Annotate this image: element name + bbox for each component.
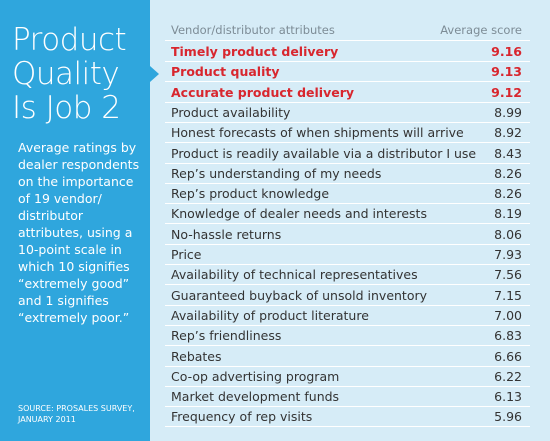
attribute: Rebates — [171, 348, 222, 364]
title-line: Quality — [12, 56, 120, 92]
source-line: SOURCE: PROSALES SURVEY, — [18, 404, 135, 413]
score: 9.12 — [491, 84, 522, 100]
score: 8.26 — [494, 186, 522, 202]
table-row: Market development funds 6.13 — [165, 386, 530, 408]
table-row: Product availability 8.99 — [165, 102, 530, 123]
attribute: Price — [171, 247, 202, 262]
attribute: Rep’s friendliness — [171, 328, 282, 344]
table-header: Vendor/distributor attributes Average sco… — [165, 20, 530, 41]
score: 8.06 — [494, 226, 522, 242]
score: 7.56 — [494, 267, 522, 283]
attribute: Guaranteed buyback of unsold inventory — [171, 287, 428, 303]
description-line: of 19 vendor/ — [18, 191, 102, 206]
description-line: on the importance — [18, 174, 134, 189]
description-line: which 10 signifies — [18, 259, 130, 274]
attribute: Availability of technical representative… — [171, 267, 418, 283]
score: 9.16 — [491, 44, 522, 59]
description-line: “extremely poor.” — [18, 310, 130, 325]
score: 5.96 — [494, 409, 522, 425]
attribute: Market development funds — [171, 389, 340, 405]
attribute: Rep’s understanding of my needs — [171, 165, 382, 181]
attribute: Product is readily available via a distr… — [171, 145, 477, 161]
description-line: “extremely good” — [18, 276, 130, 291]
source-line: JANUARY 2011 — [18, 415, 76, 424]
description-line: Average ratings by — [18, 140, 137, 155]
table-row: Co-op advertising program 6.22 — [165, 366, 530, 387]
description-line: attributes, using a — [18, 225, 133, 240]
score: 6.13 — [494, 389, 522, 405]
attribute: Availability of product literature — [171, 307, 369, 323]
score: 7.15 — [494, 287, 522, 303]
attribute: Product quality — [171, 64, 280, 80]
score: 8.43 — [494, 145, 522, 161]
description-line: dealer respondents — [18, 157, 140, 172]
table-row: Availability of technical representative… — [165, 264, 530, 286]
attribute: Timely product delivery — [171, 44, 339, 59]
attribute: Product availability — [171, 104, 291, 120]
table-row: Knowledge of dealer needs and interests 8… — [165, 203, 530, 225]
attribute: No-hassle returns — [171, 226, 282, 242]
score: 7.00 — [494, 307, 522, 323]
score: 8.19 — [494, 206, 522, 222]
table-row: Price 7.93 — [165, 244, 530, 265]
score: 6.83 — [494, 328, 522, 344]
table-row: Rebates 6.66 — [165, 346, 530, 367]
table-row: Availability of product literature 7.00 — [165, 305, 530, 326]
attribute: Accurate product delivery — [171, 84, 355, 100]
table-row: Guaranteed buyback of unsold inventory 7.… — [165, 285, 530, 306]
score: 8.99 — [494, 104, 522, 120]
table-row: Honest forecasts of when shipments will … — [165, 122, 530, 144]
header-cell: Average score — [440, 23, 522, 37]
table-row: Rep’s friendliness 6.83 — [165, 325, 530, 347]
table-row: Accurate product delivery 9.12 — [165, 82, 530, 103]
title-line: Product — [12, 22, 127, 58]
table-row: No-hassle returns 8.06 — [165, 224, 530, 245]
table-row: Frequency of rep visits 5.96 — [165, 406, 530, 428]
table-row: Timely product delivery 9.16 — [165, 41, 530, 62]
description-line: and 1 signifies — [18, 293, 109, 308]
score: 7.93 — [494, 247, 522, 262]
sidebar: Product Quality Is Job 2 Average ratings by… — [0, 0, 150, 441]
score: 6.66 — [494, 348, 522, 364]
attribute: Honest forecasts of when shipments will … — [171, 125, 464, 141]
table-row: Rep’s product knowledge 8.26 — [165, 183, 530, 205]
attribute: Frequency of rep visits — [171, 409, 313, 425]
attribute: Rep’s product knowledge — [171, 186, 330, 202]
score: 8.92 — [494, 125, 522, 141]
header-cell: Vendor/distributor attributes — [171, 23, 335, 37]
table-row: Rep’s understanding of my needs 8.26 — [165, 163, 530, 184]
attribute: Co-op advertising program — [171, 368, 340, 384]
table-row: Product is readily available via a distr… — [165, 143, 530, 164]
pointer-arrow — [150, 66, 159, 82]
description-line: distributor — [18, 208, 83, 223]
title-line: Is Job 2 — [12, 90, 121, 126]
description-line: 10-point scale in — [18, 242, 122, 257]
table-row: Product quality 9.13 — [165, 61, 530, 83]
score: 6.22 — [494, 368, 522, 384]
score: 8.26 — [494, 165, 522, 181]
score: 9.13 — [491, 64, 522, 80]
attribute: Knowledge of dealer needs and interests — [171, 206, 427, 222]
